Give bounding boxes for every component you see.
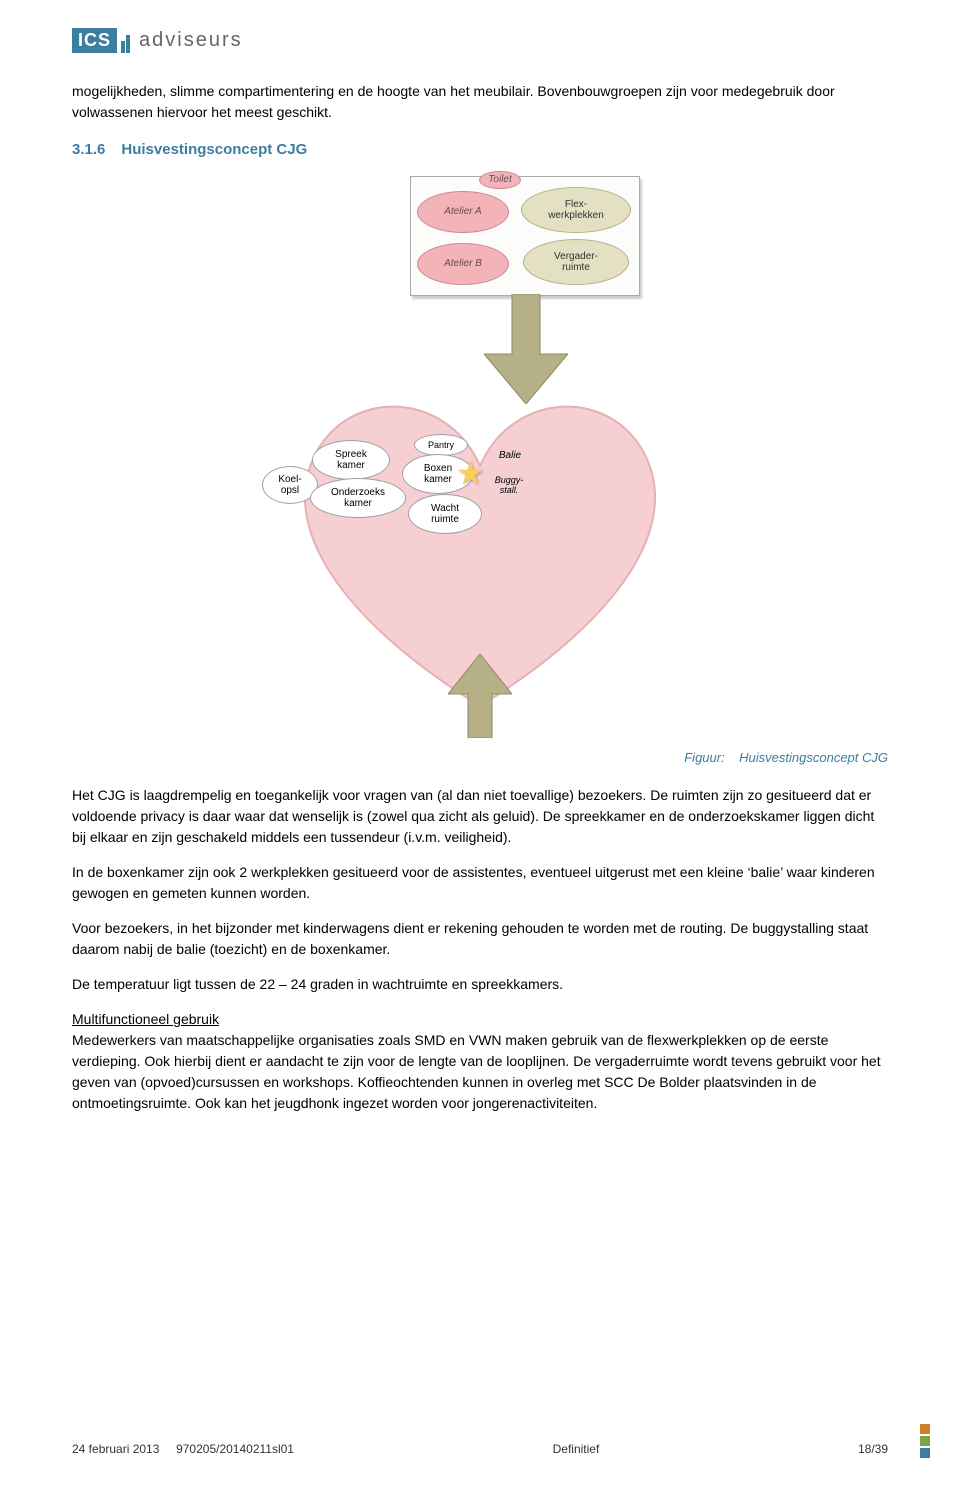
buggy-label: Buggy-stall. bbox=[484, 472, 534, 498]
heart-shape bbox=[290, 376, 670, 696]
intro-paragraph: mogelijkheden, slimme compartimentering … bbox=[72, 81, 888, 123]
figure-caption-text: Huisvestingsconcept CJG bbox=[739, 750, 888, 765]
star-icon: ★ bbox=[456, 454, 485, 492]
toilet-ellipse: Toilet bbox=[479, 171, 521, 189]
footer-status: Definitief bbox=[553, 1442, 600, 1456]
figure-caption-label: Figuur: bbox=[684, 750, 724, 765]
header-logo: ICS adviseurs bbox=[72, 28, 888, 53]
body-paragraph: Het CJG is laagdrempelig en toegankelijk… bbox=[72, 785, 888, 848]
atelier-a-ellipse: Atelier A bbox=[417, 191, 509, 233]
flex-ellipse: Flex-werkplekken bbox=[521, 187, 631, 233]
diagram-container: Toilet Atelier A Atelier B Flex-werkplek… bbox=[200, 176, 760, 736]
section-heading: 3.1.6 Huisvestingsconcept CJG bbox=[72, 141, 888, 158]
arrow-up-icon bbox=[448, 654, 512, 738]
multifunc-heading: Multifunctioneel gebruik bbox=[72, 1011, 219, 1027]
atelier-b-ellipse: Atelier B bbox=[417, 243, 509, 285]
figure-caption: Figuur: Huisvestingsconcept CJG bbox=[72, 750, 888, 765]
spreek-ellipse: Spreekkamer bbox=[312, 440, 390, 480]
logo-suffix: adviseurs bbox=[139, 29, 243, 52]
vergader-ellipse: Vergader-ruimte bbox=[523, 239, 629, 285]
page-footer: 24 februari 2013 970205/20140211sl01 Def… bbox=[72, 1442, 888, 1456]
footer-square bbox=[920, 1436, 930, 1446]
footer-square bbox=[920, 1424, 930, 1434]
logo-box: ICS bbox=[72, 28, 117, 53]
wacht-ellipse: Wachtruimte bbox=[408, 494, 482, 534]
body-paragraph: De temperatuur ligt tussen de 22 – 24 gr… bbox=[72, 974, 888, 995]
onderzoeks-ellipse: Onderzoekskamer bbox=[310, 478, 406, 518]
body-paragraph-multifunc: Multifunctioneel gebruik Medewerkers van… bbox=[72, 1009, 888, 1114]
logo-bars-icon bbox=[121, 29, 133, 53]
footer-date: 24 februari 2013 bbox=[72, 1442, 159, 1456]
body-paragraph: Voor bezoekers, in het bijzonder met kin… bbox=[72, 918, 888, 960]
footer-squares-icon bbox=[920, 1424, 930, 1458]
footer-square bbox=[920, 1448, 930, 1458]
section-number: 3.1.6 bbox=[72, 141, 105, 158]
footer-page: 18/39 bbox=[858, 1442, 888, 1456]
pantry-ellipse: Pantry bbox=[414, 434, 468, 456]
multifunc-text: Medewerkers van maatschappelijke organis… bbox=[72, 1032, 881, 1111]
footer-ref: 970205/20140211sl01 bbox=[176, 1442, 294, 1456]
body-paragraph: In de boxenkamer zijn ook 2 werkplekken … bbox=[72, 862, 888, 904]
upper-floor-box: Toilet Atelier A Atelier B Flex-werkplek… bbox=[410, 176, 640, 296]
section-title: Huisvestingsconcept CJG bbox=[121, 141, 307, 158]
balie-label: Balie bbox=[488, 446, 532, 466]
